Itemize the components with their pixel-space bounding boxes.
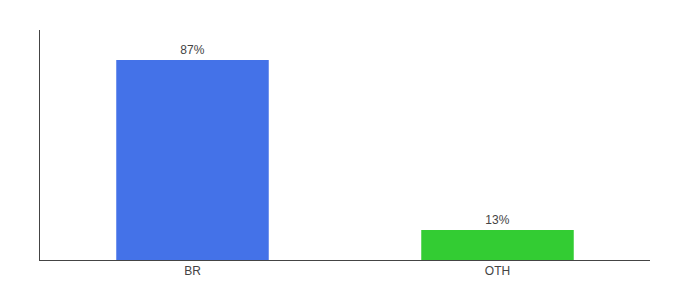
svg-text:BR: BR — [184, 264, 201, 278]
svg-text:13%: 13% — [485, 213, 509, 227]
svg-text:87%: 87% — [180, 43, 204, 57]
svg-text:OTH: OTH — [485, 264, 510, 278]
